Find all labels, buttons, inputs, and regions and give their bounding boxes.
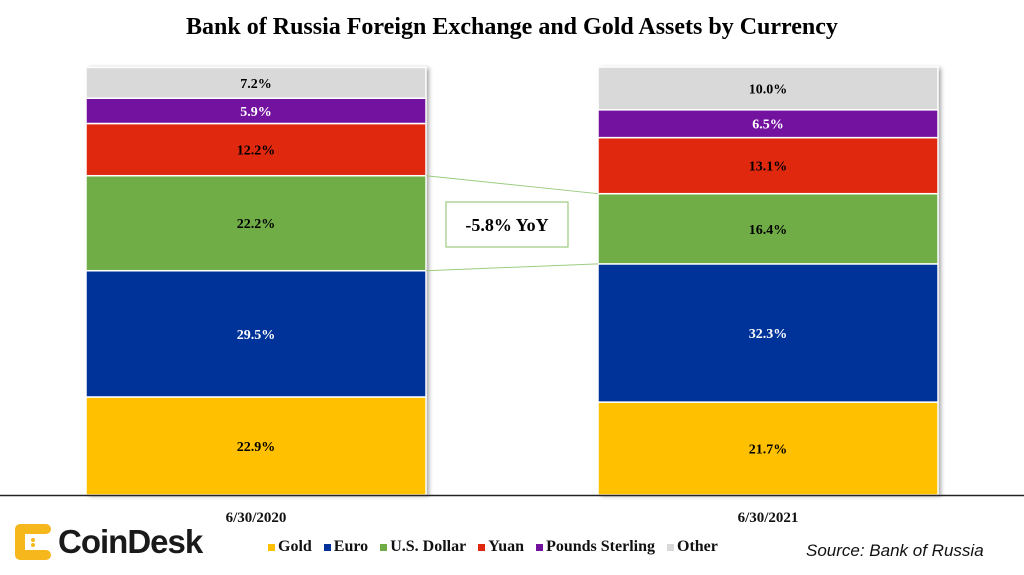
bar-6/30/2020: 22.9% 29.5% 22.2% 12.2% 5.9% 7.2% <box>85 66 427 496</box>
legend-swatch <box>380 543 388 551</box>
legend-swatch <box>268 543 275 551</box>
legend-label: Other <box>677 538 718 555</box>
legend-item-pounds-sterling: Pounds Sterling <box>536 538 655 556</box>
bar-segment-euro <box>597 263 939 403</box>
bar-segment-other <box>85 66 427 99</box>
coindesk-logo-icon <box>15 524 51 560</box>
connector-line-bottom <box>425 263 599 272</box>
data-label: 22.9% <box>237 440 276 455</box>
legend-label: Gold <box>278 538 312 555</box>
source-note: Source: Bank of Russia <box>806 541 984 560</box>
data-label: 21.7% <box>749 443 788 458</box>
data-label: 29.5% <box>237 328 276 343</box>
bar-segment-pounds-sterling <box>597 109 939 139</box>
legend-swatch <box>478 543 486 551</box>
annotation-text: -5.8% YoY <box>465 215 548 235</box>
legend-item-euro: Euro <box>323 538 369 556</box>
bar-segment-u-s-dollar <box>85 174 427 272</box>
x-tick-label: 6/30/2021 <box>738 510 799 526</box>
data-label: 12.2% <box>237 144 276 159</box>
legend-swatch <box>536 543 544 551</box>
chart-title: Bank of Russia Foreign Exchange and Gold… <box>186 14 838 40</box>
legend-item-u-s-dollar: U.S. Dollar <box>380 538 466 556</box>
legend-label: Yuan <box>488 538 525 555</box>
data-label: 13.1% <box>749 160 788 175</box>
data-label: 5.9% <box>240 105 272 120</box>
legend: Gold Euro U.S. Dollar Yuan Pounds Sterling Ot… <box>268 538 718 556</box>
bar-segment-yuan <box>85 122 427 177</box>
legend-item-yuan: Yuan <box>478 538 524 556</box>
data-label: 16.4% <box>749 223 788 238</box>
data-label: 10.0% <box>749 82 788 97</box>
bar-segment-gold <box>85 396 427 496</box>
legend-swatch <box>667 543 674 551</box>
bar-segment-u-s-dollar <box>597 192 939 265</box>
bar-segment-gold <box>597 401 939 496</box>
legend-item-gold: Gold <box>268 538 312 556</box>
coindesk-logo: CoinDesk <box>14 523 203 561</box>
data-label: 22.2% <box>237 217 276 232</box>
x-tick-label: 6/30/2020 <box>226 510 287 526</box>
bar-segment-other <box>597 66 939 111</box>
legend-item-other: Other <box>667 538 718 556</box>
connector-line-top <box>425 175 599 195</box>
annotation-box <box>445 201 569 248</box>
legend-label: Euro <box>333 538 369 555</box>
data-label: 7.2% <box>240 77 272 92</box>
coindesk-logo-text: CoinDesk <box>58 523 203 560</box>
legend-swatch <box>323 543 331 551</box>
legend-label: Pounds Sterling <box>546 538 655 555</box>
data-label: 32.3% <box>749 327 788 342</box>
bar-segment-yuan <box>597 136 939 195</box>
data-label: 6.5% <box>752 118 784 133</box>
bar-6/30/2021: 21.7% 32.3% 16.4% 13.1% 6.5% 10.0% <box>597 66 939 496</box>
legend-label: U.S. Dollar <box>390 538 467 555</box>
